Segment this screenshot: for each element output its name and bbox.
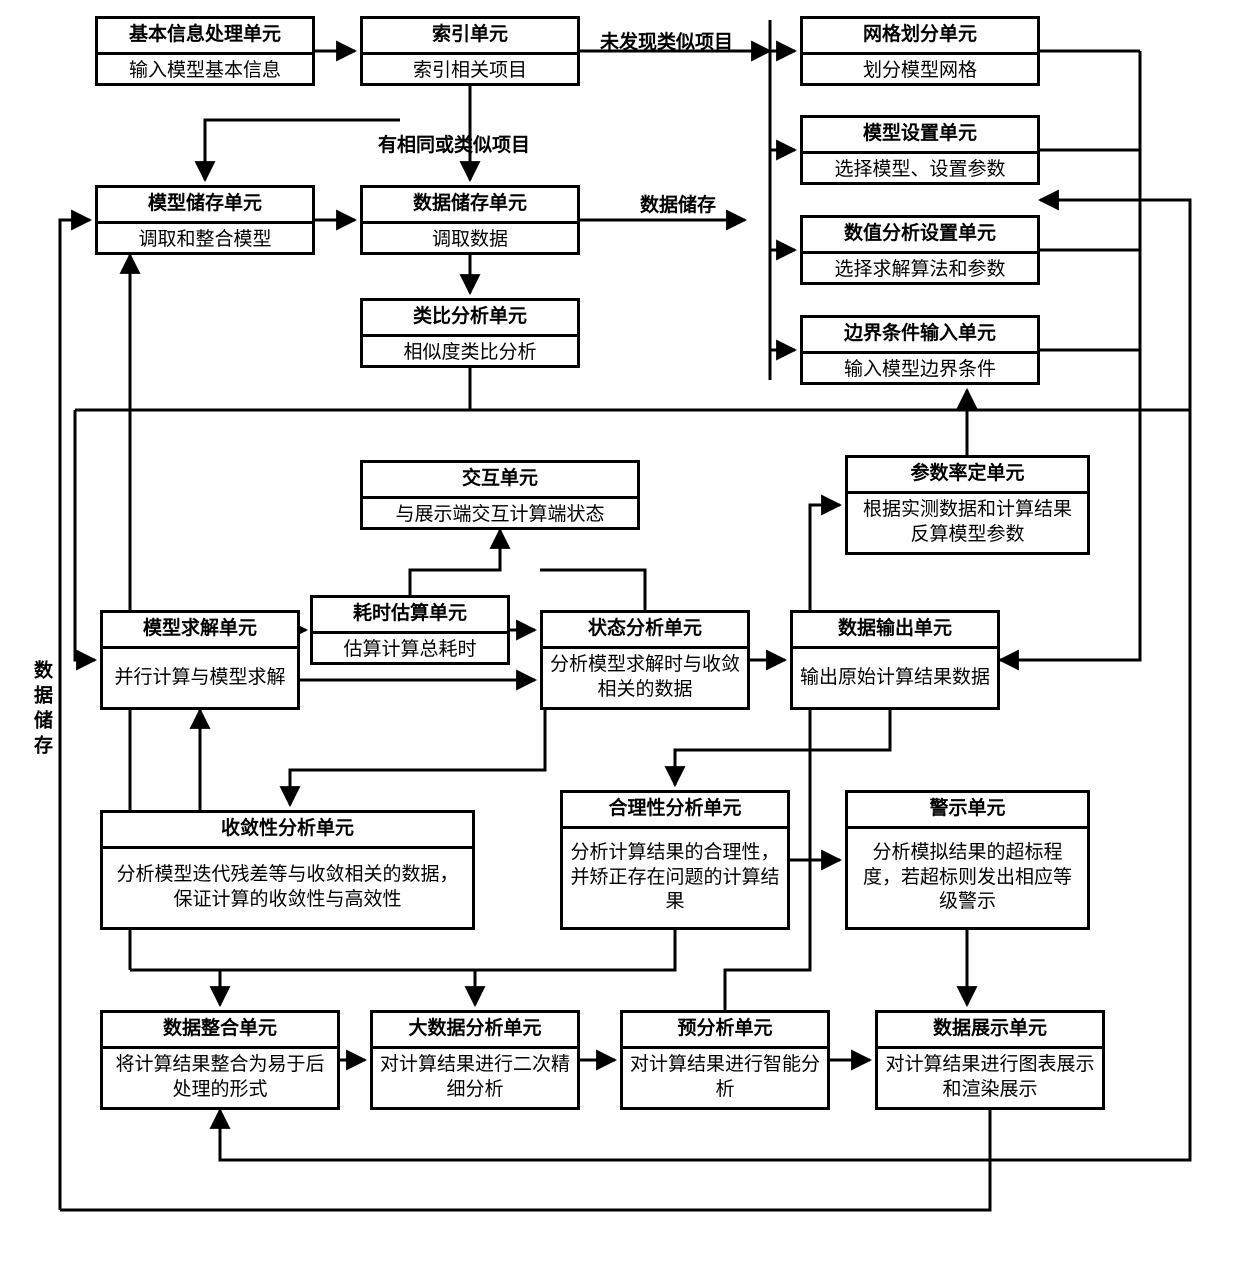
label-no-similar: 未发现类似项目 [600, 27, 733, 54]
label-data-store-vertical: 数据储存 [28, 660, 55, 760]
node-preanal: 预分析单元对计算结果进行智能分析 [620, 1010, 830, 1110]
node-desc: 估算计算总耗时 [313, 634, 507, 667]
node-desc: 对计算结果进行二次精细分析 [373, 1049, 577, 1107]
edge [725, 505, 840, 1010]
node-model_store: 模型储存单元调取和整合模型 [95, 185, 315, 255]
node-desc: 分析模拟结果的超标程度，若超标则发出相应等级警示 [848, 829, 1087, 927]
node-data_out: 数据输出单元输出原始计算结果数据 [790, 610, 1000, 710]
node-model_solve: 模型求解单元并行计算与模型求解 [100, 610, 300, 710]
node-grid: 网格划分单元划分模型网格 [800, 16, 1040, 86]
edge [75, 410, 95, 660]
node-title: 边界条件输入单元 [803, 318, 1037, 354]
node-title: 合理性分析单元 [563, 793, 787, 829]
node-desc: 调取和整合模型 [98, 224, 312, 257]
node-title: 模型求解单元 [103, 613, 297, 649]
edge [130, 930, 675, 970]
node-title: 索引单元 [363, 19, 577, 55]
node-reason: 合理性分析单元分析计算结果的合理性，并矫正存在问题的计算结果 [560, 790, 790, 930]
node-title: 参数率定单元 [848, 458, 1087, 494]
node-desc: 输入模型基本信息 [98, 55, 312, 88]
node-converge: 收敛性分析单元分析模型迭代残差等与收敛相关的数据，保证计算的收敛性与高效性 [100, 810, 475, 930]
node-title: 模型储存单元 [98, 188, 312, 224]
node-desc: 输入模型边界条件 [803, 354, 1037, 387]
node-desc: 分析模型迭代残差等与收敛相关的数据，保证计算的收敛性与高效性 [103, 849, 472, 927]
node-boundary: 边界条件输入单元输入模型边界条件 [800, 315, 1040, 385]
node-state_anal: 状态分析单元分析模型求解时与收敛相关的数据 [540, 610, 750, 710]
node-data_store: 数据储存单元调取数据 [360, 185, 580, 255]
node-title: 状态分析单元 [543, 613, 747, 649]
node-title: 预分析单元 [623, 1013, 827, 1049]
node-desc: 划分模型网格 [803, 55, 1037, 88]
edge [205, 120, 400, 180]
node-analogy: 类比分析单元相似度类比分析 [360, 298, 580, 368]
edge [60, 1110, 990, 1210]
node-bigdata: 大数据分析单元对计算结果进行二次精细分析 [370, 1010, 580, 1110]
node-basic_info: 基本信息处理单元输入模型基本信息 [95, 16, 315, 86]
node-time_est: 耗时估算单元估算计算总耗时 [310, 595, 510, 665]
node-desc: 根据实测数据和计算结果反算模型参数 [848, 494, 1087, 552]
node-desc: 并行计算与模型求解 [103, 649, 297, 707]
node-desc: 对计算结果进行智能分析 [623, 1049, 827, 1107]
node-desc: 相似度类比分析 [363, 337, 577, 370]
node-data_integ: 数据整合单元将计算结果整合为易于后处理的形式 [100, 1010, 340, 1110]
label-has-similar: 有相同或类似项目 [378, 130, 530, 157]
node-warn: 警示单元分析模拟结果的超标程度，若超标则发出相应等级警示 [845, 790, 1090, 930]
node-title: 模型设置单元 [803, 118, 1037, 154]
node-desc: 输出原始计算结果数据 [793, 649, 997, 707]
node-title: 收敛性分析单元 [103, 813, 472, 849]
node-title: 类比分析单元 [363, 301, 577, 337]
edge [60, 220, 90, 1210]
node-desc: 与展示端交互计算端状态 [363, 499, 637, 532]
node-title: 网格划分单元 [803, 19, 1037, 55]
node-title: 数据整合单元 [103, 1013, 337, 1049]
node-title: 数据输出单元 [793, 613, 997, 649]
node-desc: 索引相关项目 [363, 55, 577, 88]
node-title: 警示单元 [848, 793, 1087, 829]
flowchart-canvas: 基本信息处理单元输入模型基本信息索引单元索引相关项目网格划分单元划分模型网格模型… [0, 0, 1240, 1264]
node-display: 数据展示单元对计算结果进行图表展示和渲染展示 [875, 1010, 1105, 1110]
edge [290, 710, 545, 805]
node-desc: 选择模型、设置参数 [803, 154, 1037, 187]
node-param_cal: 参数率定单元根据实测数据和计算结果反算模型参数 [845, 455, 1090, 555]
edge [410, 530, 500, 595]
edge [675, 710, 890, 785]
node-title: 交互单元 [363, 463, 637, 499]
node-desc: 调取数据 [363, 224, 577, 257]
node-title: 数据展示单元 [878, 1013, 1102, 1049]
label-data-store: 数据储存 [640, 190, 716, 217]
node-interact: 交互单元与展示端交互计算端状态 [360, 460, 640, 530]
node-title: 数据储存单元 [363, 188, 577, 224]
node-title: 基本信息处理单元 [98, 19, 312, 55]
node-title: 大数据分析单元 [373, 1013, 577, 1049]
node-desc: 分析计算结果的合理性，并矫正存在问题的计算结果 [563, 829, 787, 927]
node-index: 索引单元索引相关项目 [360, 16, 580, 86]
node-desc: 分析模型求解时与收敛相关的数据 [543, 649, 747, 707]
node-desc: 选择求解算法和参数 [803, 254, 1037, 287]
node-model_set: 模型设置单元选择模型、设置参数 [800, 115, 1040, 185]
node-desc: 对计算结果进行图表展示和渲染展示 [878, 1049, 1102, 1107]
edge [540, 570, 645, 610]
node-title: 耗时估算单元 [313, 598, 507, 634]
node-num_set: 数值分析设置单元选择求解算法和参数 [800, 215, 1040, 285]
node-title: 数值分析设置单元 [803, 218, 1037, 254]
edge [770, 20, 795, 380]
node-desc: 将计算结果整合为易于后处理的形式 [103, 1049, 337, 1107]
